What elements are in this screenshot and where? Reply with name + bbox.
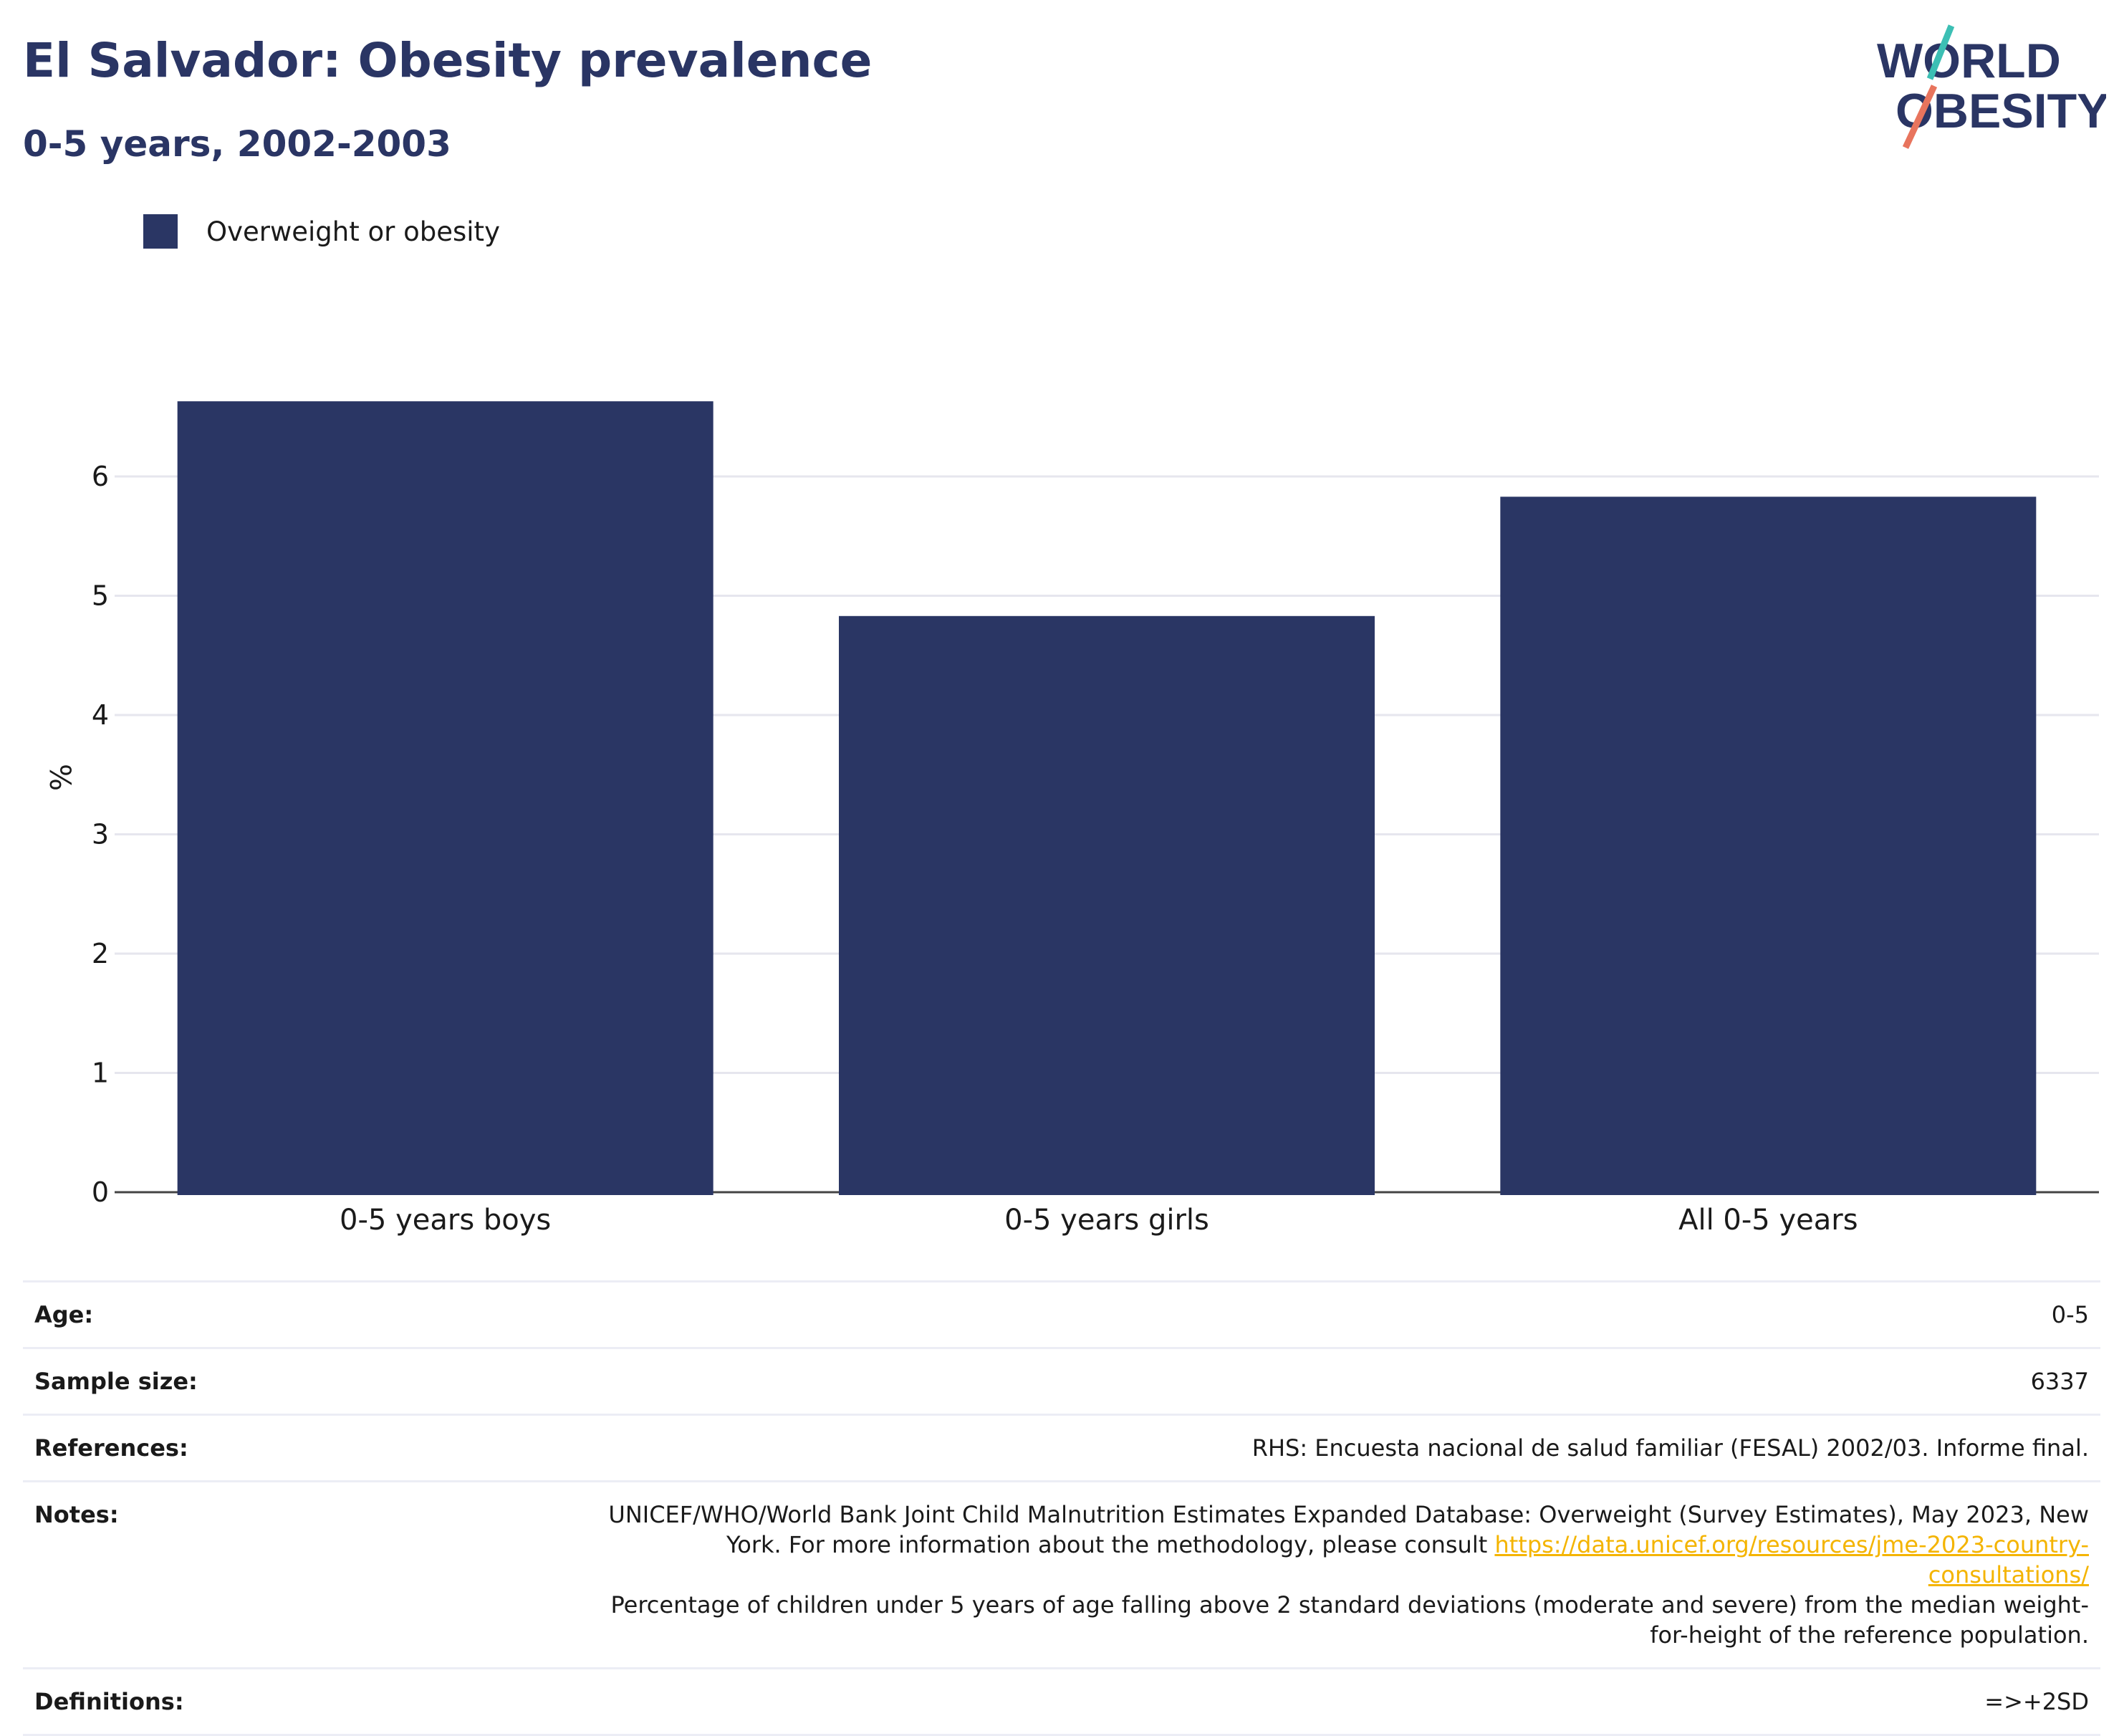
meta-age-value: 0-5 bbox=[2051, 1301, 2089, 1328]
logo-text-obesity: OBESITY bbox=[1895, 84, 2106, 138]
bar-0-5-years-girls[interactable] bbox=[839, 615, 1375, 1195]
meta-row-notes: Notes: UNICEF/WHO/World Bank Joint Child… bbox=[23, 1480, 2100, 1667]
meta-references-value: RHS: Encuesta nacional de salud familiar… bbox=[1251, 1434, 2089, 1462]
meta-notes-value: UNICEF/WHO/World Bank Joint Child Malnut… bbox=[585, 1500, 2089, 1650]
meta-age-label: Age: bbox=[34, 1301, 94, 1328]
legend: Overweight or obesity bbox=[143, 214, 500, 249]
meta-definitions-label: Definitions: bbox=[34, 1688, 184, 1715]
chart-subtitle: 0-5 years, 2002-2003 bbox=[23, 123, 451, 165]
meta-sample-value: 6337 bbox=[2030, 1368, 2089, 1395]
chart-title: El Salvador: Obesity prevalence bbox=[23, 33, 873, 88]
y-tick-label: 1 bbox=[92, 1058, 109, 1089]
legend-label: Overweight or obesity bbox=[206, 216, 500, 247]
legend-swatch bbox=[143, 214, 178, 249]
y-tick-labels: 0 1 2 3 4 5 6 bbox=[92, 461, 109, 1208]
y-tick-label: 3 bbox=[92, 819, 109, 850]
logo-text-world: WORLD bbox=[1877, 34, 2061, 88]
meta-row-sample-size: Sample size: 6337 bbox=[23, 1347, 2100, 1414]
y-tick-label: 4 bbox=[92, 699, 109, 731]
meta-row-definitions: Definitions: =>+2SD bbox=[23, 1667, 2100, 1736]
x-tick-label: 0-5 years boys bbox=[340, 1204, 551, 1237]
meta-definitions-value: =>+2SD bbox=[1984, 1688, 2089, 1715]
bar-0-5-years-boys[interactable] bbox=[177, 401, 713, 1195]
bars bbox=[177, 401, 2037, 1195]
notes-text: UNICEF/WHO/World Bank Joint Child Malnut… bbox=[608, 1501, 2089, 1558]
y-tick-label: 5 bbox=[92, 580, 109, 612]
y-tick-label: 6 bbox=[92, 461, 109, 492]
y-axis-label: % bbox=[43, 764, 76, 791]
world-obesity-logo: WORLD OBESITY bbox=[1877, 24, 2106, 149]
x-tick-labels: 0-5 years boys 0-5 years girls All 0-5 yea… bbox=[340, 1204, 1858, 1237]
metadata-table: Age: 0-5 Sample size: 6337 References: R… bbox=[23, 1280, 2100, 1736]
notes-definition-text: Percentage of children under 5 years of … bbox=[610, 1591, 2090, 1649]
meta-references-label: References: bbox=[34, 1434, 188, 1462]
meta-row-age: Age: 0-5 bbox=[23, 1280, 2100, 1347]
methodology-link[interactable]: https://data.unicef.org/resources/jme-20… bbox=[1494, 1531, 2089, 1588]
y-tick-label: 0 bbox=[92, 1176, 109, 1208]
x-tick-label: 0-5 years girls bbox=[1004, 1204, 1209, 1237]
meta-sample-label: Sample size: bbox=[34, 1368, 198, 1395]
y-tick-label: 2 bbox=[92, 938, 109, 969]
bar-chart: 0 1 2 3 4 5 6 0-5 years boys 0-5 years girls All… bbox=[43, 401, 2099, 1237]
meta-notes-label: Notes: bbox=[34, 1501, 119, 1528]
meta-row-references: References: RHS: Encuesta nacional de sa… bbox=[23, 1414, 2100, 1480]
x-tick-label: All 0-5 years bbox=[1678, 1204, 1858, 1237]
bar-all-0-5-years[interactable] bbox=[1500, 497, 2037, 1195]
